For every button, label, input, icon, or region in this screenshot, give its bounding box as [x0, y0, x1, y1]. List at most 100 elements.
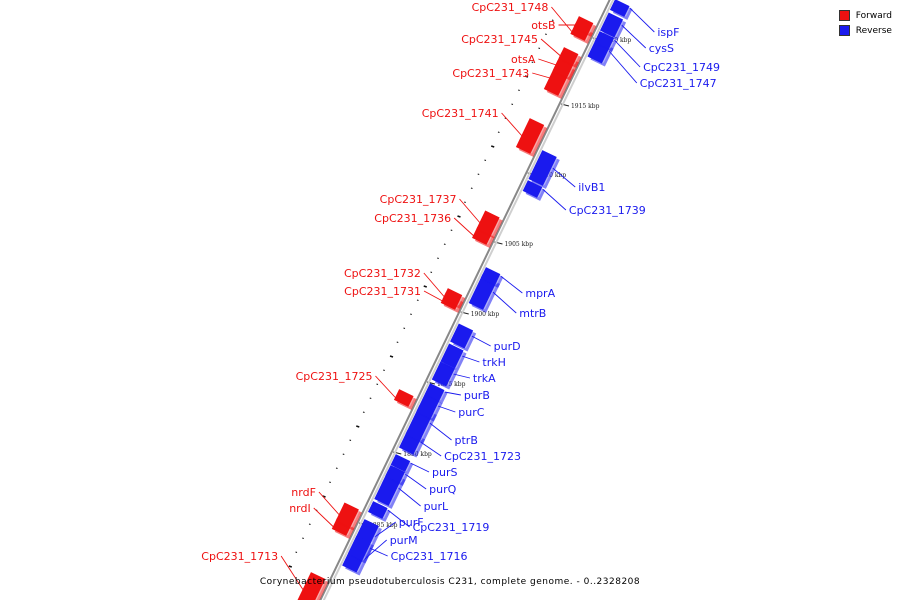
gene-label-trka: trkA: [473, 372, 496, 385]
gene-label-cpc231-1736: CpC231_1736: [374, 212, 451, 225]
minor-tick: [335, 467, 338, 469]
legend-item-forward: Forward: [838, 8, 892, 23]
gene-block-highlight: [405, 460, 413, 472]
minor-tick: [423, 285, 428, 288]
gene-label-cpc231-1749: CpC231_1749: [643, 61, 720, 74]
leader-mpra: [500, 275, 523, 294]
minor-tick: [437, 257, 439, 259]
gene-cpc231-1713: [297, 572, 329, 600]
gene-label-cpc231-1716: CpC231_1716: [391, 550, 468, 563]
gene-label-purf: purF: [399, 516, 424, 529]
leader-cpc231-1723: [420, 441, 442, 457]
minor-tick: [356, 425, 360, 428]
minor-tick: [389, 355, 394, 358]
gene-label-otsb: otsB: [531, 19, 555, 32]
gene-block: [347, 535, 372, 561]
legend-label-forward: Forward: [855, 10, 892, 21]
scale-tick-label: 1905 kbp: [504, 241, 533, 248]
gene-cpc231-1745: [558, 47, 582, 68]
leader-cpc231-1741: [501, 112, 523, 137]
minor-tick: [410, 313, 412, 315]
minor-tick: [308, 523, 311, 525]
gene-label-cpc231-1748: CpC231_1748: [472, 1, 549, 14]
gene-block: [335, 502, 359, 528]
gene-label-ispf: ispF: [657, 26, 679, 39]
gene-ispf: [609, 0, 633, 20]
leader-purd: [471, 335, 491, 347]
gene-cpc231-1725: [393, 389, 417, 410]
leader-purq: [404, 473, 427, 490]
gene-cpc231-1737: [476, 210, 503, 239]
gene-label-cpc231-1737: CpC231_1737: [380, 193, 457, 206]
gene-block: [297, 572, 326, 600]
minor-tick: [416, 299, 419, 301]
leader-cpc231-1716: [369, 547, 388, 557]
gene-block: [431, 361, 455, 387]
gene-label-nrdi: nrdI: [289, 502, 311, 515]
gene-label-cpc231-1731: CpC231_1731: [344, 285, 421, 298]
gene-cpc231-1749: [594, 31, 618, 52]
gene-label-cpc231-1745: CpC231_1745: [461, 33, 538, 46]
minor-tick: [295, 551, 298, 553]
minor-tick: [376, 383, 379, 385]
minor-tick: [403, 327, 406, 329]
gene-nrdf: [335, 502, 362, 531]
gene-block-highlight: [588, 22, 596, 34]
gene-block: [331, 518, 352, 536]
legend-item-reverse: Reverse: [838, 23, 892, 38]
legend-label-reverse: Reverse: [855, 25, 892, 36]
minor-tick: [538, 47, 541, 49]
gene-labels: CpC231_1713 purM purF nrdI nrdF CpC231_1716 Cp…: [201, 1, 720, 563]
leader-cpc231-1749: [613, 39, 641, 68]
gene-block-highlight: [608, 37, 617, 49]
gene-label-cyss: cysS: [649, 42, 674, 55]
gene-block-highlight: [573, 53, 581, 65]
minor-tick: [524, 75, 529, 78]
leader-cpc231-1737: [459, 198, 481, 224]
leader-cpc231-1747: [608, 50, 638, 84]
gene-cpc231-1739: [522, 180, 546, 201]
gene-label-ilvb1: ilvB1: [578, 181, 605, 194]
genome-axis-shadow: [322, 0, 615, 600]
minor-tick: [545, 33, 547, 35]
gene-block-highlight: [439, 389, 447, 401]
genome-axis: [319, 0, 611, 600]
gene-label-cpc231-1747: CpC231_1747: [640, 77, 717, 90]
gene-trka: [431, 361, 458, 390]
leader-ptrb: [429, 422, 452, 441]
gene-trkh: [440, 343, 467, 372]
gene-block: [440, 343, 464, 369]
leader-purl: [398, 487, 421, 507]
gene-label-mtrb: mtrB: [519, 307, 546, 320]
gene-block-highlight: [382, 507, 390, 519]
gene-purb: [424, 383, 448, 404]
leader-purb: [444, 391, 461, 396]
gene-block-highlight: [457, 294, 465, 306]
gene-label-purs: purS: [432, 466, 457, 479]
gene-cpc231-1732: [442, 288, 466, 309]
gene-block-highlight: [350, 508, 361, 528]
minor-tick: [457, 215, 461, 218]
gene-block-highlight: [464, 329, 476, 349]
minor-tick: [362, 411, 365, 413]
gene-block-highlight: [490, 216, 502, 236]
gene-label-otsa: otsA: [511, 53, 536, 66]
gene-block: [367, 501, 388, 519]
minor-tick: [349, 439, 352, 441]
gene-label-cpc231-1719: CpC231_1719: [413, 521, 490, 534]
gene-cpc231-1741: [515, 118, 548, 157]
minor-tick: [531, 61, 534, 63]
gene-purs: [390, 454, 414, 475]
minor-tick: [383, 369, 385, 371]
gene-ilvb1: [528, 150, 560, 189]
gene-label-nrdf: nrdF: [291, 486, 316, 499]
gene-block: [609, 0, 630, 17]
gene-mpra: [480, 267, 504, 288]
gene-block-highlight: [530, 124, 547, 154]
minor-tick: [450, 229, 453, 231]
legend: Forward Reverse: [838, 8, 892, 38]
gene-label-trkh: trkH: [482, 356, 505, 369]
minor-tick: [288, 565, 293, 568]
leader-nrdf: [318, 491, 340, 516]
gene-block-highlight: [446, 367, 457, 387]
